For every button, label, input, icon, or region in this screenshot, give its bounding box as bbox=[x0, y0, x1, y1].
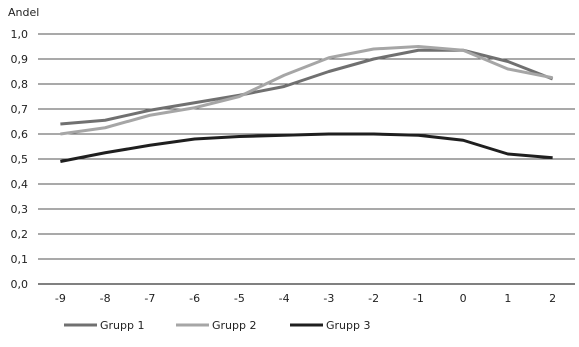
y-tick-label: 0,9 bbox=[11, 53, 29, 66]
series-line-grupp-3 bbox=[60, 132, 553, 163]
x-tick-label: -3 bbox=[323, 292, 334, 305]
y-tick-label: 0,4 bbox=[11, 178, 29, 191]
y-tick-label: 0,1 bbox=[11, 253, 29, 266]
series-line-grupp-2 bbox=[60, 45, 553, 136]
x-tick-label: -7 bbox=[144, 292, 155, 305]
y-axis-label: Andel bbox=[8, 6, 39, 19]
y-tick-labels: 0,0 0,1 0,2 0,3 0,4 0,5 0,6 0,7 0,8 0,9 1,0 bbox=[11, 28, 29, 291]
series-lines bbox=[60, 45, 554, 163]
x-tick-label: -5 bbox=[234, 292, 245, 305]
x-tick-label: -1 bbox=[413, 292, 424, 305]
x-tick-label: -8 bbox=[100, 292, 111, 305]
legend-label: Grupp 2 bbox=[212, 319, 256, 332]
y-tick-label: 0,2 bbox=[11, 228, 29, 241]
x-tick-label: -9 bbox=[55, 292, 66, 305]
x-tick-label: -4 bbox=[279, 292, 290, 305]
y-tick-label: 0,5 bbox=[11, 153, 29, 166]
x-tick-label: 2 bbox=[549, 292, 556, 305]
y-tick-label: 1,0 bbox=[11, 28, 29, 41]
y-tick-label: 0,6 bbox=[11, 128, 29, 141]
x-tick-label: 0 bbox=[460, 292, 467, 305]
y-tick-label: 0,8 bbox=[11, 78, 29, 91]
x-tick-labels: -9 -8 -7 -6 -5 -4 -3 -2 -1 0 1 2 bbox=[55, 292, 556, 305]
legend-label: Grupp 3 bbox=[326, 319, 370, 332]
x-tick-label: -6 bbox=[189, 292, 200, 305]
legend-label: Grupp 1 bbox=[100, 319, 144, 332]
gridlines bbox=[38, 33, 575, 285]
x-tick-label: 1 bbox=[504, 292, 511, 305]
y-tick-label: 0,7 bbox=[11, 103, 29, 116]
series-line-grupp-1 bbox=[60, 48, 554, 126]
y-tick-label: 0,0 bbox=[11, 278, 29, 291]
y-tick-label: 0,3 bbox=[11, 203, 29, 216]
legend: Grupp 1 Grupp 2 Grupp 3 bbox=[64, 319, 370, 332]
x-tick-label: -2 bbox=[368, 292, 379, 305]
